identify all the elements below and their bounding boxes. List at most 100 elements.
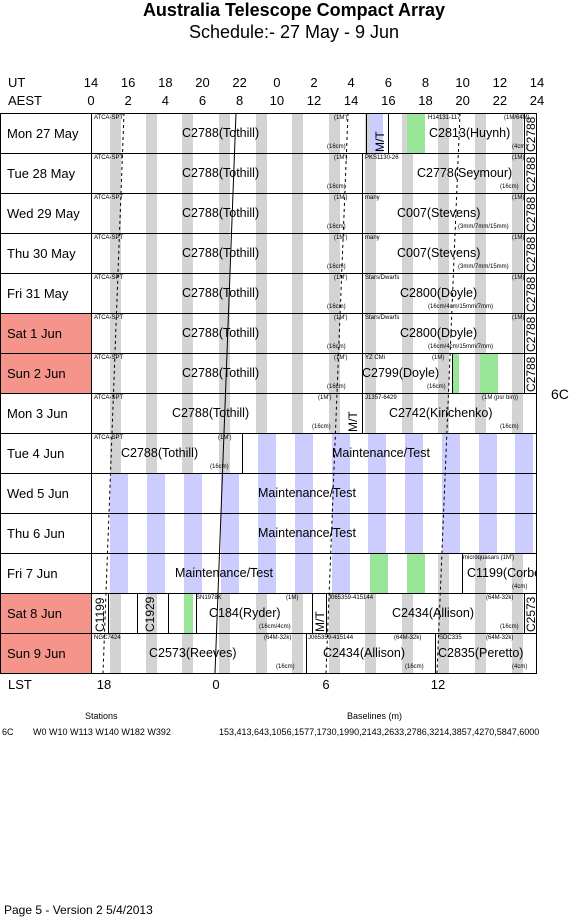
- gray-time-block: [182, 354, 193, 393]
- project-label: C2800(Doyle): [400, 326, 478, 340]
- vertical-project-label: C2573: [524, 596, 537, 632]
- project-note: (16cm): [327, 264, 346, 270]
- blue-time-block: [221, 514, 239, 553]
- lst-axis-label: LST: [8, 677, 32, 692]
- project-label: C2434(Allison): [392, 606, 474, 620]
- project-separator: [362, 274, 363, 313]
- gray-time-block: [182, 634, 193, 673]
- project-label: Maintenance/Test: [332, 446, 430, 460]
- ut-tick-label: 12: [492, 75, 508, 90]
- project-note: (1M): [512, 195, 525, 201]
- project-note: (16cm): [327, 304, 346, 310]
- gray-time-block: [475, 154, 486, 193]
- aest-tick-label: 0: [87, 93, 95, 108]
- schedule-row: C2788(Tothill) C2800(Doyle) ATCA-SPT (1M') (…: [91, 313, 537, 354]
- gray-time-block: [146, 114, 157, 153]
- blue-time-block: [258, 514, 276, 553]
- aest-tick-label: 6: [198, 93, 207, 108]
- project-note: (1M): [286, 595, 299, 601]
- vertical-project-label: C2788: [524, 316, 537, 352]
- project-label: C2835(Peretto): [438, 646, 524, 660]
- project-note: Stars/Dwarfs: [365, 315, 400, 321]
- gray-time-block: [512, 154, 523, 193]
- project-label: C2788(Tothill): [182, 126, 260, 140]
- baselines-list: 153,413,643,1056,1577,1730,1990,2143,263…: [219, 727, 540, 737]
- day-label: Sat 1 Jun: [0, 313, 92, 354]
- project-label: C2799(Doyle): [362, 366, 440, 380]
- project-note: (16cm): [500, 624, 519, 630]
- project-separator: [435, 634, 436, 673]
- gray-time-block: [146, 394, 157, 433]
- project-note: H14131-117: [428, 115, 461, 121]
- project-label: C2742(Kirichenko): [389, 406, 493, 420]
- project-separator: [366, 114, 367, 153]
- array-config-label: 6C: [551, 386, 569, 402]
- project-separator: [524, 234, 525, 273]
- project-note: many: [365, 235, 380, 241]
- gray-time-block: [146, 234, 157, 273]
- project-note: (1M): [432, 355, 445, 361]
- blue-time-block: [368, 514, 386, 553]
- project-separator: [362, 354, 363, 393]
- gray-time-block: [256, 194, 267, 233]
- blue-time-block: [405, 434, 423, 473]
- gray-time-block: [475, 594, 486, 633]
- gray-time-block: [182, 394, 193, 433]
- blue-time-block: [110, 474, 128, 513]
- ut-tick-label: 10: [455, 75, 470, 90]
- lst-tick-label: 12: [430, 677, 446, 692]
- project-note: (16cm): [327, 344, 346, 350]
- gray-time-block: [402, 394, 413, 433]
- project-note: (16cm): [210, 464, 229, 470]
- vertical-project-label: C2788: [524, 116, 537, 152]
- schedule-row: C2788(Tothill) C2778(Seymour) ATCA-SPT (1M'…: [91, 153, 537, 194]
- project-note: NGC7424: [94, 635, 121, 641]
- schedule-row: Maintenance/Test: [91, 473, 537, 514]
- project-note: ATCA-SPT: [94, 235, 124, 241]
- blue-time-block: [184, 514, 202, 553]
- blue-time-block: [442, 434, 460, 473]
- lst-tick-label: 0: [212, 677, 220, 692]
- ut-tick-label: 20: [195, 75, 210, 90]
- project-note: (64M-32k): [394, 635, 422, 641]
- project-separator: [362, 154, 363, 193]
- ut-tick-label: 2: [310, 75, 318, 90]
- blue-time-block: [147, 554, 165, 593]
- gray-time-block: [475, 314, 486, 353]
- blue-time-block: [405, 514, 423, 553]
- vertical-project-label: C2788: [524, 236, 537, 272]
- gray-time-block: [512, 554, 523, 593]
- lst-tick-label: 18: [96, 677, 112, 692]
- project-note: (16cm): [500, 424, 519, 430]
- project-note: (4cm): [512, 144, 528, 150]
- gray-time-block: [146, 154, 157, 193]
- project-separator: [524, 594, 525, 633]
- blue-time-block: [370, 114, 383, 153]
- project-note: Stars/Dwarfs: [365, 275, 400, 281]
- project-note: (64M-32k): [264, 635, 292, 641]
- gray-time-block: [182, 314, 193, 353]
- blue-time-block: [295, 554, 313, 593]
- schedule-row: C2573(Reeves) C2434(Allison) C2835(Peretto…: [91, 633, 537, 674]
- project-note: (16cm): [327, 384, 346, 390]
- aest-tick-label: 12: [306, 93, 322, 108]
- schedule-row: C2788(Tothill) C2800(Doyle) ATCA-SPT (1M') (…: [91, 273, 537, 314]
- project-note: ATCA-SPT: [94, 315, 124, 321]
- blue-time-block: [368, 474, 386, 513]
- schedule-row: C2788(Tothill) Maintenance/Test ATCA-SPT (1…: [91, 433, 537, 474]
- project-note: J065359-415144: [328, 595, 374, 601]
- project-separator: [242, 434, 243, 473]
- gray-time-block: [365, 354, 376, 393]
- project-separator: [388, 114, 389, 153]
- project-note: (16cm): [327, 144, 346, 150]
- gray-time-block: [475, 234, 486, 273]
- blue-time-block: [258, 474, 276, 513]
- project-separator: [524, 114, 525, 153]
- project-separator: [462, 554, 463, 593]
- gray-time-block: [256, 314, 267, 353]
- project-note: (1M'): [334, 275, 348, 281]
- gray-time-block: [256, 114, 267, 153]
- vertical-project-label: M/T: [373, 131, 387, 152]
- gray-time-block: [475, 114, 486, 153]
- gray-time-block: [182, 274, 193, 313]
